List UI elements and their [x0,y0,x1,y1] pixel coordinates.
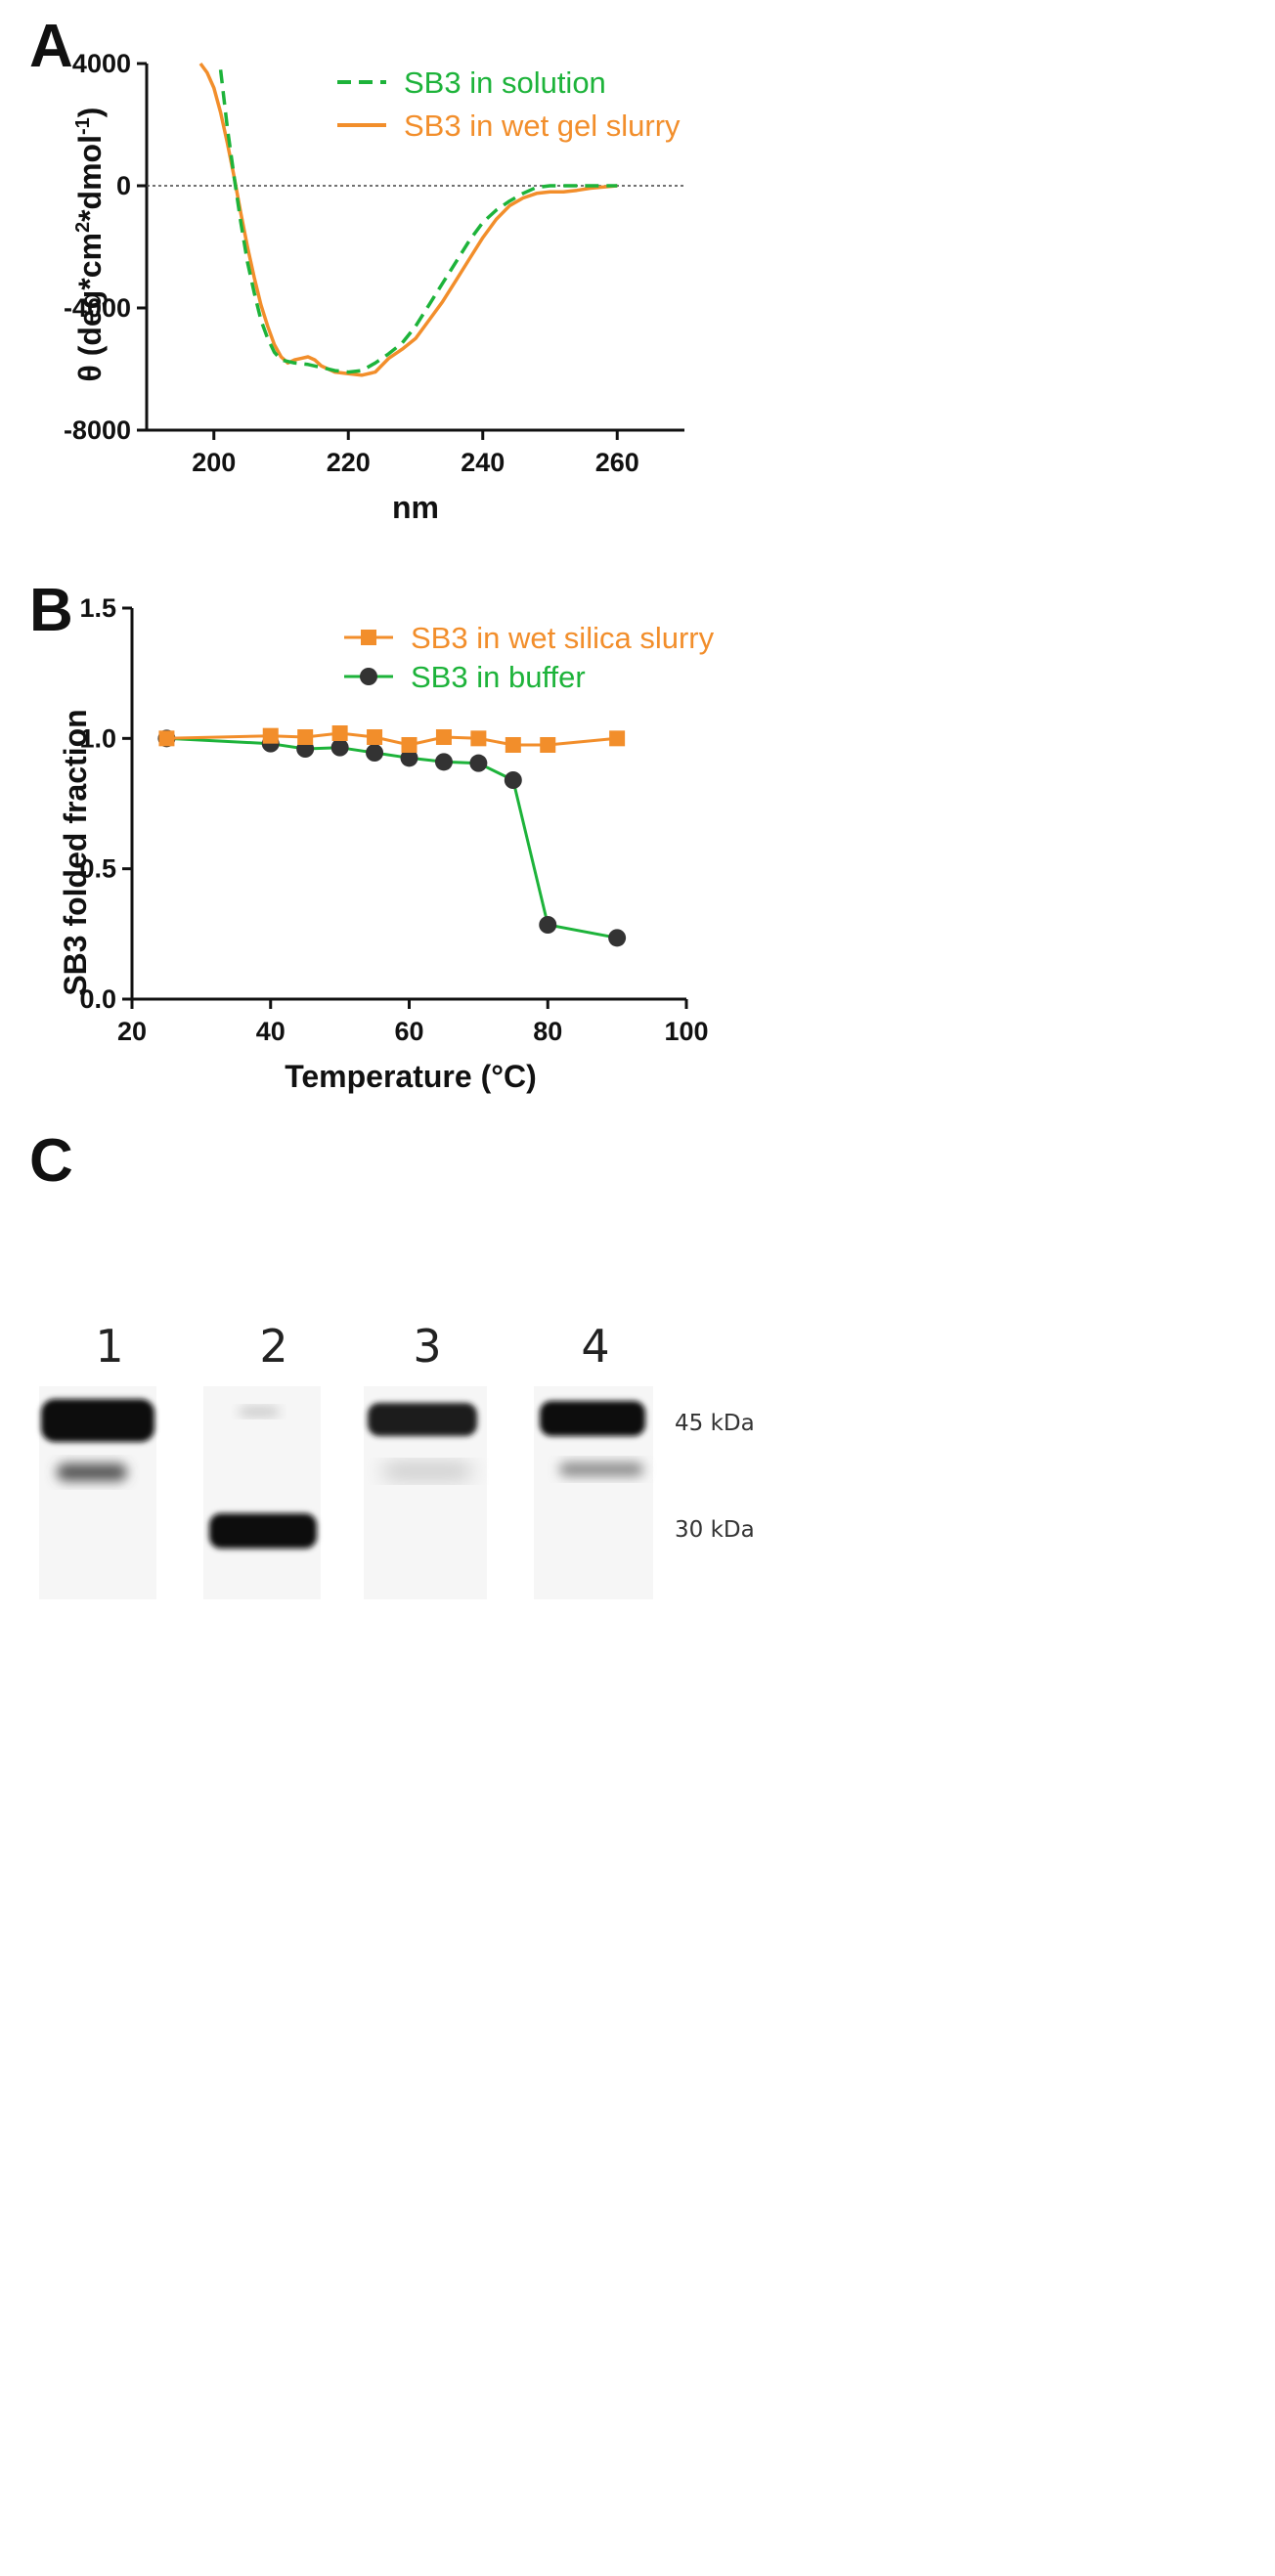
panel-b-x-tick-label: 60 [394,1017,423,1046]
lane-label-4: 4 [581,1320,609,1373]
y-axis-title-theta: θ [72,365,108,381]
band-lane-4-45kda [540,1401,645,1436]
gel-lane-1 [39,1386,156,1599]
data-point-sb3-in-wet-silica-slurry [331,725,348,741]
panel-b-x-tick-label: 80 [533,1017,562,1046]
series-line-sb3-in-solution [218,69,618,374]
panel-b-y-tick-label: 1.5 [79,593,116,623]
band-lane-1-45kda [41,1399,154,1442]
y-axis-title-sup1: 2 [72,222,94,233]
data-point-sb3-in-buffer [504,771,522,789]
panel-a-x-tick-label: 200 [192,448,236,477]
panel-a: A θ (deg*cm2*dmol-1) 4000 0 -4000 -8000 200… [29,13,684,525]
y-axis-title-sup2: -1 [72,117,94,135]
marker-label-45kda: 45 kDa [675,1411,755,1436]
data-point-sb3-in-buffer [608,929,627,947]
panel-a-x-tick-label: 260 [595,448,639,477]
legend-marker-buffer [360,668,377,685]
band-lane-3-45kda [368,1403,477,1436]
gel-lane-4 [534,1386,653,1599]
data-point-sb3-in-buffer [400,749,418,767]
panel-a-y-tick-label: -8000 [64,415,131,445]
panel-b-x-tick-label: 20 [117,1017,147,1046]
panel-a-x-tick-label: 220 [327,448,371,477]
lane-label-2: 2 [259,1320,287,1373]
panel-b: B SB3 folded fraction 0.0 0.5 1.0 1.5 20 40 6… [29,577,715,1094]
y-axis-title-mid: *dmol [72,135,108,222]
data-point-sb3-in-wet-silica-slurry [505,737,521,753]
legend-marker-wet-silica [361,630,376,645]
panel-a-series [198,62,618,377]
band-lane-4-faint [559,1463,643,1476]
data-point-sb3-in-buffer [434,753,453,771]
data-point-sb3-in-buffer [330,738,349,757]
data-point-sb3-in-wet-silica-slurry [297,729,314,745]
panel-a-y-tick-label: -4000 [64,293,131,323]
band-lane-3-faint [383,1464,471,1478]
y-axis-title-open: (deg*cm [72,233,108,365]
data-point-sb3-in-wet-silica-slurry [470,730,487,747]
data-point-sb3-in-wet-silica-slurry [435,729,452,745]
panel-a-x-tick-label: 240 [461,448,505,477]
panel-a-y-axis-title: θ (deg*cm2*dmol-1) [72,108,108,382]
panel-b-x-axis-title: Temperature (°C) [285,1059,537,1094]
data-point-sb3-in-buffer [539,916,557,934]
panel-a-y-ticks: 4000 0 -4000 -8000 [64,49,147,445]
gel-lane-3 [364,1386,487,1599]
legend-label-wet-gel: SB3 in wet gel slurry [404,109,681,143]
panel-a-y-tick-label: 4000 [72,49,131,78]
panel-b-y-tick-label: 0.5 [79,854,116,884]
panel-a-x-ticks: 200 220 240 260 [192,430,639,477]
panel-b-x-tick-label: 40 [256,1017,286,1046]
band-lane-1-faint [57,1463,127,1481]
marker-label-30kda: 30 kDa [675,1517,755,1543]
panel-b-legend: SB3 in wet silica slurry SB3 in buffer [344,621,715,694]
panel-letter-a: A [29,13,73,80]
data-point-sb3-in-wet-silica-slurry [158,730,175,747]
lane-label-3: 3 [413,1320,441,1373]
panel-b-y-tick-label: 0.0 [79,984,116,1014]
panel-a-y-tick-label: 0 [116,171,131,200]
data-point-sb3-in-wet-silica-slurry [609,730,626,747]
panel-a-x-axis-title: nm [392,490,439,525]
panel-b-y-tick-label: 1.0 [79,723,116,753]
series-line-sb3-in-buffer [166,736,618,939]
legend-label-wet-silica: SB3 in wet silica slurry [411,621,715,655]
y-axis-title-close: ) [72,108,108,118]
band-lane-2-faint [240,1408,279,1416]
panel-b-y-axis-title: SB3 folded fraction [58,709,93,995]
gel-lane-2-background [203,1386,321,1599]
data-point-sb3-in-buffer [366,744,384,762]
data-point-sb3-in-buffer [469,754,488,772]
band-lane-2-30kda [209,1513,317,1549]
data-point-sb3-in-wet-silica-slurry [401,737,418,753]
gel-lane-2 [203,1386,321,1599]
panel-a-legend: SB3 in solution SB3 in wet gel slurry [337,65,681,143]
data-point-sb3-in-wet-silica-slurry [367,729,383,745]
data-point-sb3-in-wet-silica-slurry [262,727,279,744]
panel-letter-c: C [29,1127,73,1195]
legend-label-buffer: SB3 in buffer [411,660,586,694]
panel-b-y-ticks: 0.0 0.5 1.0 1.5 [79,593,132,1014]
legend-label-solution: SB3 in solution [404,65,606,100]
panel-b-x-tick-label: 100 [664,1017,708,1046]
panel-c: C 1 2 3 4 45 kDa 30 kDa [29,1127,755,1599]
lane-label-1: 1 [95,1320,123,1373]
data-point-sb3-in-wet-silica-slurry [540,737,556,753]
panel-letter-b: B [29,577,73,644]
panel-b-x-ticks: 20 40 60 80 100 [117,999,709,1046]
panel-b-series [157,725,627,947]
